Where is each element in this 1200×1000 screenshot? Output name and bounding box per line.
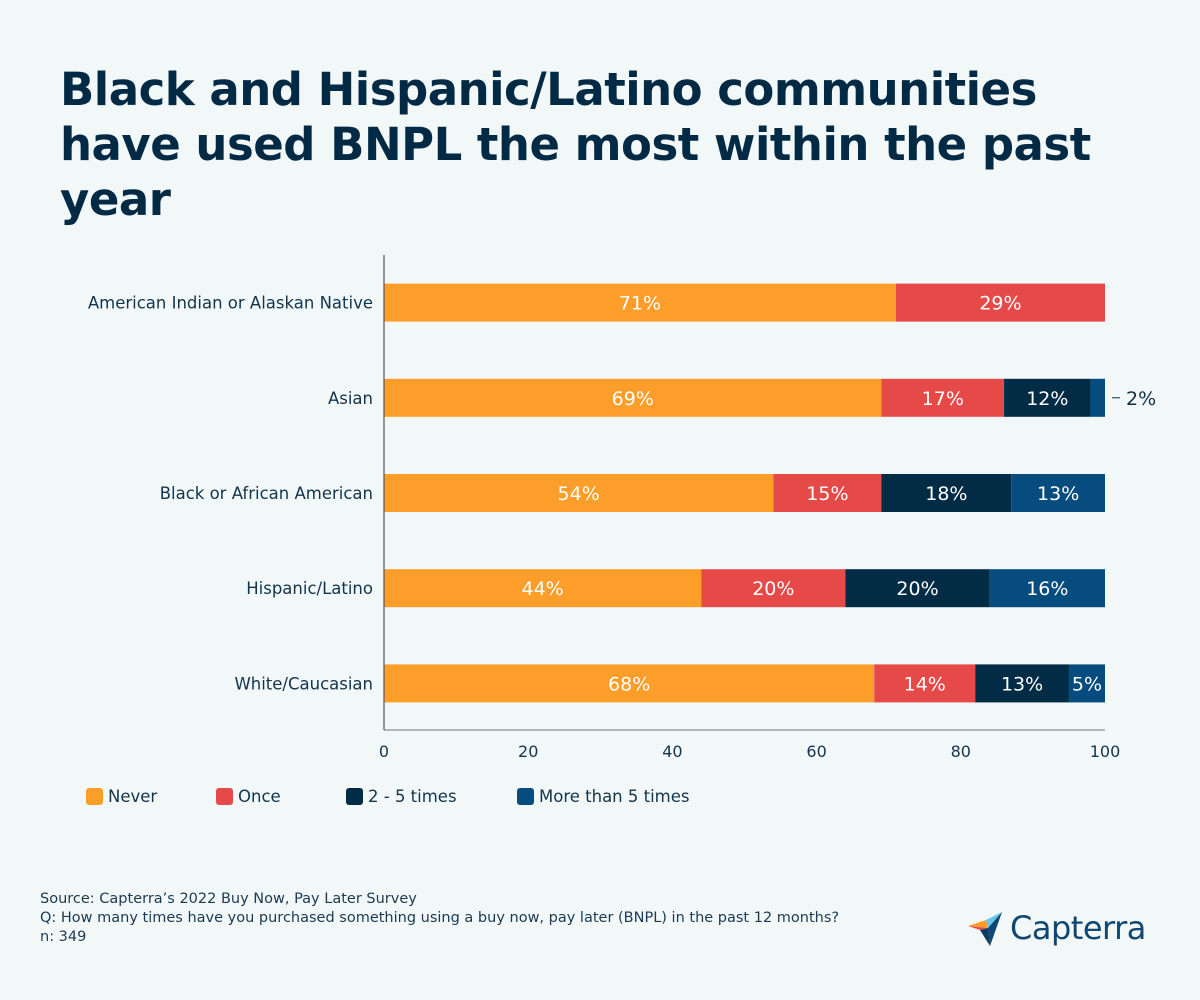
legend-item-never: Never <box>86 787 216 806</box>
bar-segment-asian-more-than-5-times <box>1090 378 1105 417</box>
category-labels: American Indian or Alaskan Native Asian Bl… <box>88 294 373 694</box>
legend-item-once: Once <box>216 787 346 806</box>
data-label: 71% <box>619 293 661 315</box>
source-line: Source: Capterra’s 2022 Buy Now, Pay Lat… <box>40 891 417 907</box>
data-label: 13% <box>1037 483 1079 505</box>
data-label: 14% <box>904 673 946 695</box>
data-label: 18% <box>925 483 967 505</box>
data-label: 12% <box>1026 388 1068 410</box>
stacked-bar-chart: 71% 29% 69% 17% 12% 2% 54% 15% 18% 13% 44% 20% 20% 16… <box>88 255 1156 761</box>
bars-group: 71% 29% 69% 17% 12% 2% 54% 15% 18% 13% 44% 20% 20% 16… <box>384 283 1156 703</box>
bar-segment-black-or-african-american-2-5-times <box>881 474 1012 512</box>
bar-segment-white-caucasian-2-5-times <box>975 664 1069 703</box>
data-label: 2% <box>1126 388 1156 410</box>
capterra-logo: Capterra <box>966 908 1146 948</box>
data-label: 5% <box>1072 673 1102 695</box>
data-label: 17% <box>922 388 964 410</box>
brand-name: Capterra <box>1010 909 1146 947</box>
category-label-white-caucasian: White/Caucasian <box>234 674 373 693</box>
data-label: 69% <box>612 388 654 410</box>
category-label-asian: Asian <box>328 389 373 408</box>
bar-segment-black-or-african-american-once <box>773 474 882 512</box>
source-notes: Source: Capterra’s 2022 Buy Now, Pay Lat… <box>40 890 839 947</box>
bar-segment-hispanic-latino-never <box>384 569 702 608</box>
x-tick-label: 0 <box>379 742 389 761</box>
legend-label: More than 5 times <box>539 787 690 806</box>
bar-segment-white-caucasian-once <box>874 664 976 703</box>
legend-label: Never <box>108 787 158 806</box>
data-label: 20% <box>896 578 938 600</box>
x-axis-ticks: 0 20 40 60 80 100 <box>379 742 1120 761</box>
bar-segment-hispanic-latino-more-than-5-times <box>989 569 1105 608</box>
bar-segment-asian-once <box>881 378 1005 417</box>
bar-segment-hispanic-latino-2-5-times <box>845 569 990 608</box>
data-label: 44% <box>522 578 564 600</box>
category-label-black-or-african-american: Black or African American <box>160 484 373 503</box>
chart-title: Black and Hispanic/Latino communities ha… <box>60 63 1091 226</box>
data-label: 13% <box>1001 673 1043 695</box>
sample-size-line: n: 349 <box>40 929 87 945</box>
legend-swatch <box>517 788 534 805</box>
legend-label: 2 - 5 times <box>368 787 457 806</box>
data-label: 68% <box>608 673 650 695</box>
data-label: 16% <box>1026 578 1068 600</box>
legend-label: Once <box>238 787 281 806</box>
legend-item-2-5-times: 2 - 5 times <box>346 787 517 806</box>
question-line: Q: How many times have you purchased som… <box>40 910 840 926</box>
bar-segment-black-or-african-american-more-than-5-times <box>1011 474 1105 512</box>
category-label-american-indian-or-alaskan-native: American Indian or Alaskan Native <box>88 294 373 313</box>
legend-swatch <box>216 788 233 805</box>
legend-swatch <box>346 788 363 805</box>
x-tick-label: 40 <box>662 742 682 761</box>
bar-segment-american-indian-or-alaskan-native-once <box>895 283 1105 322</box>
x-tick-label: 80 <box>951 742 971 761</box>
data-label: 29% <box>979 293 1021 315</box>
bar-segment-american-indian-or-alaskan-native-never <box>384 283 896 322</box>
x-tick-label: 20 <box>518 742 538 761</box>
bar-segment-white-caucasian-never <box>384 664 875 703</box>
category-label-hispanic-latino: Hispanic/Latino <box>246 579 373 598</box>
data-label: 15% <box>806 483 848 505</box>
x-tick-label: 100 <box>1090 742 1121 761</box>
bar-segment-asian-2-5-times <box>1004 378 1091 417</box>
legend: Never Once 2 - 5 times More than 5 times <box>86 787 690 806</box>
bar-segment-asian-never <box>384 378 882 417</box>
x-tick-label: 60 <box>806 742 826 761</box>
bar-segment-white-caucasian-more-than-5-times <box>1068 664 1105 703</box>
data-label: 20% <box>752 578 794 600</box>
legend-item-more-than-5-times: More than 5 times <box>517 787 690 806</box>
data-label: 54% <box>558 483 600 505</box>
bar-segment-hispanic-latino-once <box>701 569 846 608</box>
legend-swatch <box>86 788 103 805</box>
capterra-arrow-icon <box>968 912 1002 946</box>
bar-segment-black-or-african-american-never <box>384 474 774 512</box>
